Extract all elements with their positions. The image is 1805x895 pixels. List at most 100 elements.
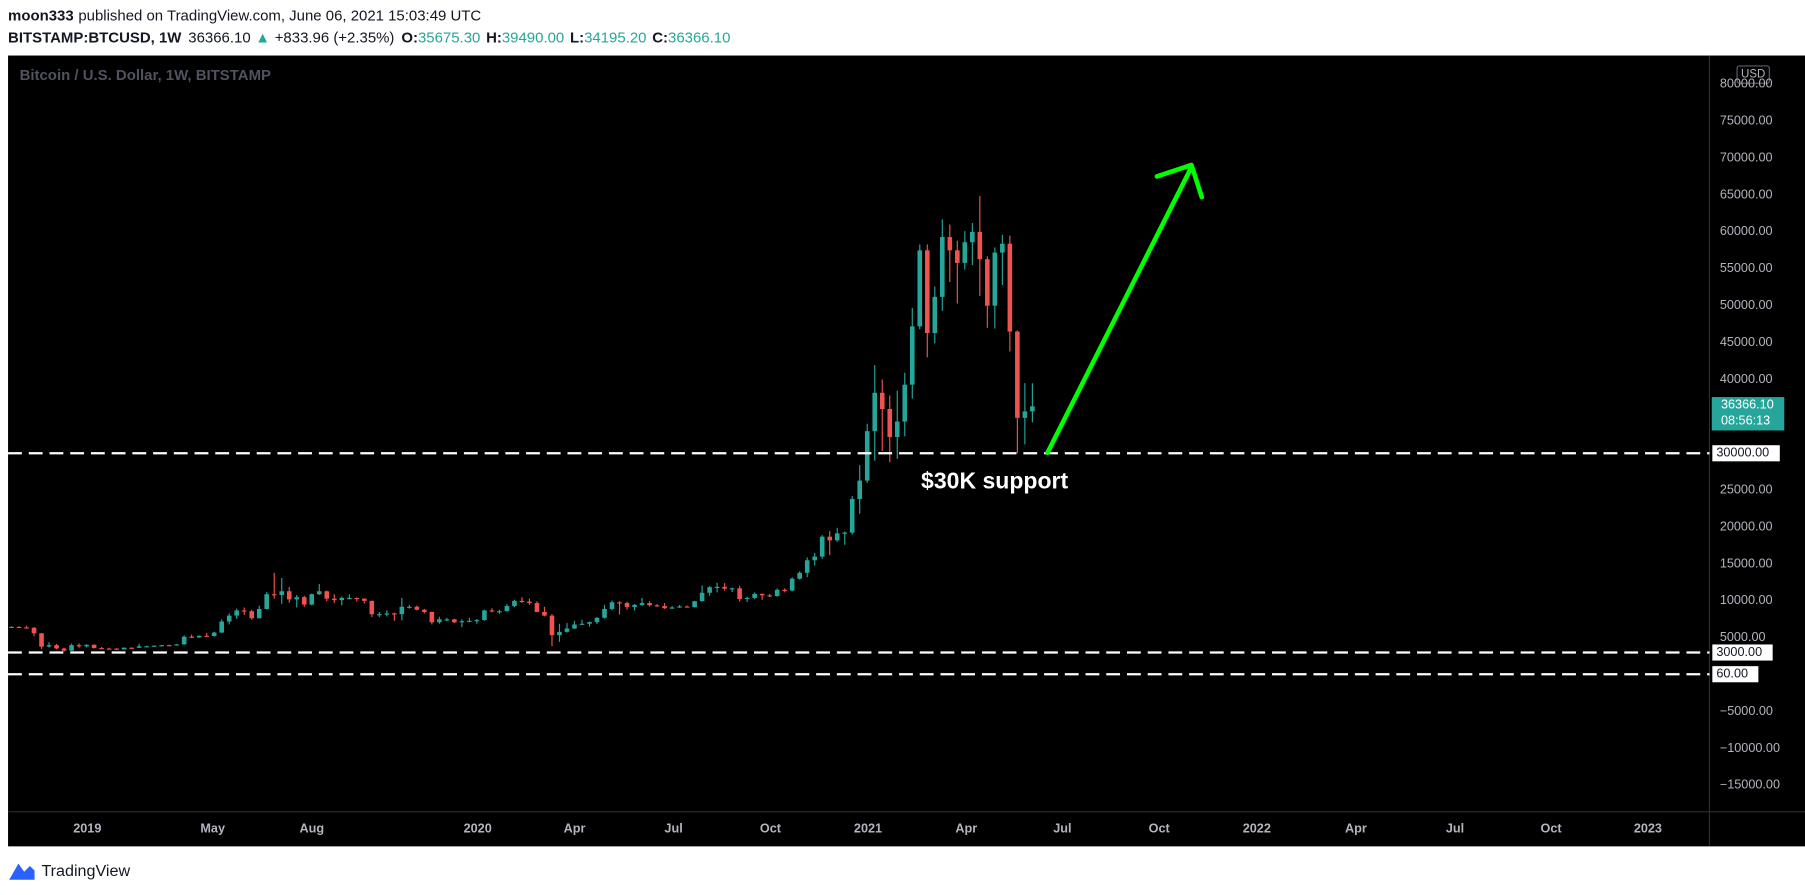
candle-body <box>819 536 825 557</box>
candle-body <box>985 259 990 306</box>
candle-body <box>624 603 630 607</box>
candle-body <box>271 594 277 596</box>
annotation: $30K support <box>921 468 1068 494</box>
level-label: 3000.00 <box>1716 645 1762 659</box>
y-tick-label: 50000.00 <box>1720 298 1773 312</box>
candle-body <box>211 632 217 636</box>
candle-body <box>369 600 375 615</box>
candle-body <box>166 645 172 647</box>
candle-body <box>894 421 900 438</box>
x-tick-label: Apr <box>564 821 586 835</box>
candle-body <box>947 237 953 251</box>
open-label: O: <box>401 29 418 46</box>
change-arrow: ▲ <box>255 29 270 46</box>
candle-body <box>377 614 382 616</box>
candle-body <box>181 636 187 645</box>
candle-body <box>549 615 555 636</box>
candle-body <box>414 606 420 610</box>
candle-body <box>9 626 14 628</box>
candle-body <box>264 594 270 609</box>
candle-body <box>789 578 795 591</box>
candle-body <box>301 597 307 605</box>
level-label-box <box>1711 665 1760 684</box>
candle-body <box>256 608 262 619</box>
low-value: 34195.20 <box>584 29 646 46</box>
candle-body <box>887 409 893 438</box>
candle-body <box>459 621 465 623</box>
countdown-label: 08:56:13 <box>1721 414 1770 428</box>
marks: 80000.00 75000.00 70000.00 65000.00 60000.00… <box>8 77 1785 835</box>
candle-body <box>557 631 562 636</box>
candle-body <box>609 602 615 609</box>
candle-body <box>1000 243 1005 253</box>
author: moon333 <box>8 7 74 24</box>
x-tick-label: May <box>200 821 225 835</box>
candle-body <box>834 533 840 541</box>
candle-body <box>564 628 570 632</box>
candle-body <box>962 242 968 263</box>
chart-watermark-title: Bitcoin / U.S. Dollar, 1W, BITSTAMP <box>20 67 271 84</box>
x-tick-label: Oct <box>1541 821 1563 835</box>
candle-body <box>362 598 367 601</box>
candle-body <box>879 392 885 410</box>
candle-body <box>39 633 44 647</box>
level-label: 60.00 <box>1716 667 1748 681</box>
y-tick-label: 55000.00 <box>1720 261 1773 275</box>
candle-body <box>316 591 322 595</box>
candle-body <box>61 648 67 651</box>
candle-body <box>467 620 472 622</box>
candle-body <box>579 623 585 625</box>
last-price-label: 36366.10 <box>1721 397 1774 411</box>
candle-body <box>842 532 848 534</box>
candle-body <box>662 606 667 609</box>
candle-body <box>99 648 104 650</box>
candle-body <box>617 602 622 604</box>
arrow-head <box>1154 162 1205 200</box>
candle-body <box>970 231 975 243</box>
candle-body <box>339 597 345 601</box>
candle-body <box>767 595 772 597</box>
currency-box[interactable] <box>1736 65 1770 84</box>
candle-body <box>692 601 697 608</box>
candle-body <box>632 604 637 607</box>
candle-body <box>129 647 134 649</box>
y-tick-label: 20000.00 <box>1720 519 1773 533</box>
candle-body <box>76 645 82 647</box>
y-tick-label: 10000.00 <box>1720 593 1773 607</box>
candle-body <box>647 603 652 606</box>
candle-body <box>534 603 540 612</box>
candle-body <box>174 644 179 646</box>
chart-background <box>8 55 1805 847</box>
candle-body <box>594 617 600 623</box>
x-tick-label: Oct <box>760 821 782 835</box>
candle-body <box>159 645 164 647</box>
candle-body <box>354 597 360 600</box>
y-tick-label: 70000.00 <box>1720 150 1773 164</box>
candle-body <box>669 607 675 609</box>
candle-body <box>384 613 390 615</box>
candle-body <box>587 622 592 624</box>
candle-body <box>226 615 232 622</box>
candle-body <box>106 648 112 650</box>
candle-body <box>399 606 405 615</box>
candle-body <box>219 621 224 633</box>
candle-body <box>31 627 37 634</box>
candle-body <box>91 644 97 649</box>
level-label-box <box>1711 444 1781 463</box>
candle-body <box>677 606 682 608</box>
candle-body <box>84 644 89 647</box>
candle-body <box>196 635 202 638</box>
y-tick-label: 5000.00 <box>1720 630 1766 644</box>
candle-body <box>489 610 495 612</box>
last-price: 36366.10 <box>188 29 250 46</box>
candle-body <box>519 600 525 603</box>
candle-body <box>241 610 247 612</box>
candle-body <box>872 392 878 432</box>
y-tick-label: 60000.00 <box>1720 224 1773 238</box>
high-label: H: <box>486 29 502 46</box>
candle-body <box>752 593 757 598</box>
x-tick-label: Apr <box>955 821 977 835</box>
candle-body <box>992 252 998 306</box>
y-tick-label: 75000.00 <box>1720 114 1773 128</box>
